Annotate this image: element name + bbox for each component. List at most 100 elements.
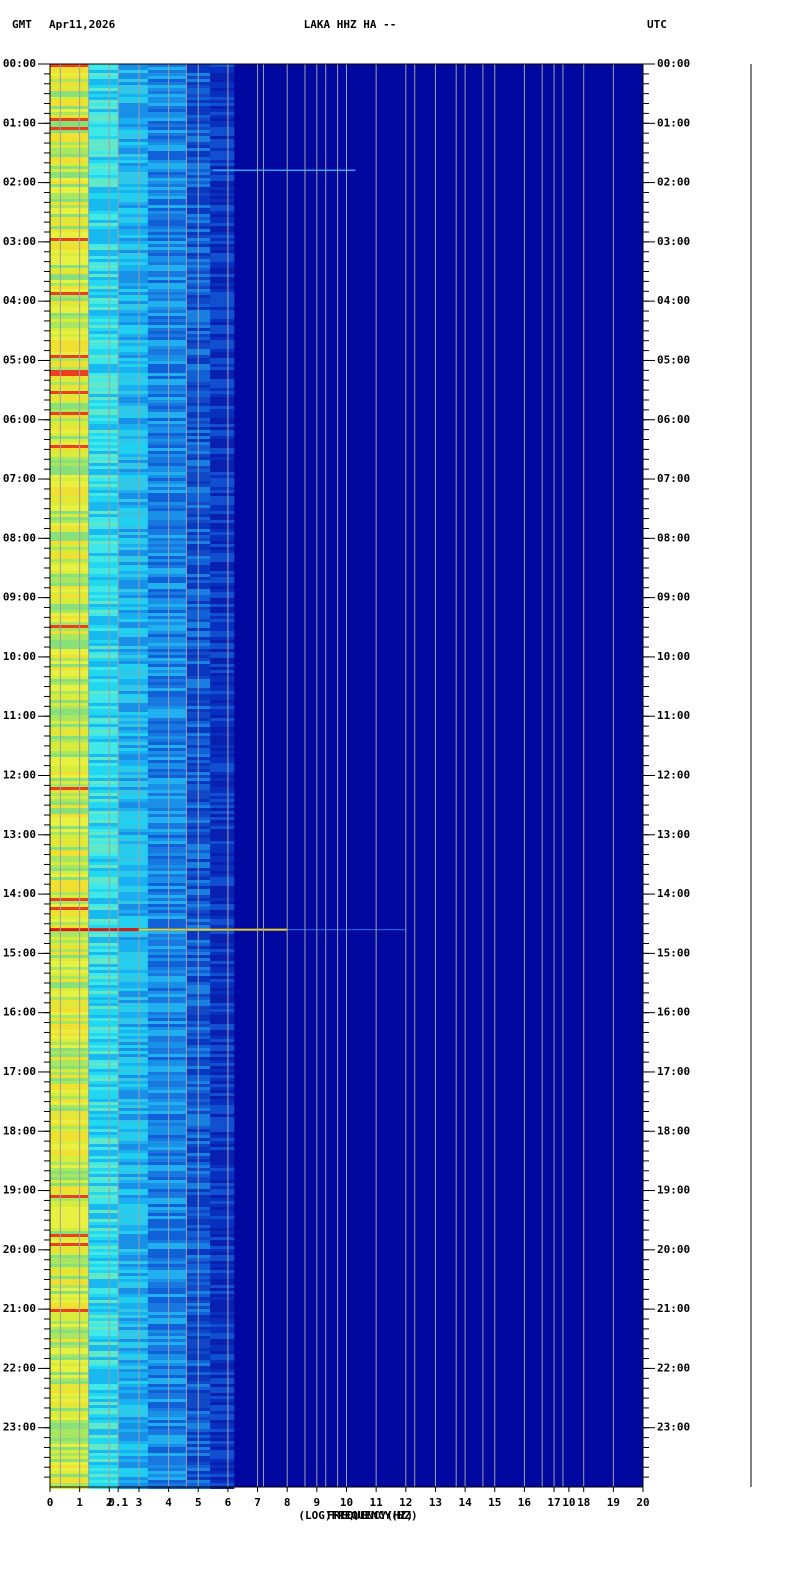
spectrum-cell [88, 1108, 119, 1111]
spectrum-cell [147, 499, 187, 502]
spectrum-cell [147, 979, 187, 982]
spectrum-cell [210, 1012, 235, 1015]
spectrum-cell [50, 115, 90, 118]
spectrum-cell [118, 490, 149, 493]
spectrum-cell [147, 1150, 187, 1153]
spectrum-cell [147, 88, 187, 91]
spectrum-cell [50, 493, 90, 496]
spectrum-cell [50, 85, 90, 88]
spectrum-cell [50, 1219, 90, 1222]
spectrum-cell [118, 973, 149, 976]
spectrum-cell [50, 691, 90, 694]
spectrum-cell [88, 943, 119, 946]
spectrum-cell [147, 1183, 187, 1186]
spectrum-cell [88, 1192, 119, 1195]
spectrum-cell [50, 1171, 90, 1174]
spectrum-cell [88, 223, 119, 226]
spectrum-cell [118, 1369, 149, 1372]
spectrum-cell [118, 895, 149, 898]
spectrum-cell [210, 445, 235, 448]
spectrum-cell [118, 598, 149, 601]
spectrum-cell [50, 490, 90, 493]
spectrum-cell [50, 1186, 90, 1189]
spectrum-cell [88, 79, 119, 82]
spectrum-cell [118, 280, 149, 283]
spectrum-cell [118, 802, 149, 805]
spectrum-cell [147, 526, 187, 529]
spectrum-cell [118, 499, 149, 502]
spectrum-cell [50, 1279, 90, 1282]
spectrum-cell [88, 325, 119, 328]
spectrum-cell [50, 829, 90, 832]
spectrum-cell [50, 532, 90, 535]
spectrum-cell [118, 112, 149, 115]
spectrum-cell [88, 829, 119, 832]
spectrum-cell [88, 385, 119, 388]
y-tick-label: 12:00 [3, 769, 36, 782]
spectrum-cell [147, 1036, 187, 1039]
spectrum-cell [88, 331, 119, 334]
spectrum-cell [88, 1324, 119, 1327]
spectrum-cell [210, 727, 235, 730]
spectrum-cell [147, 766, 187, 769]
spectrum-cell [147, 598, 187, 601]
spectrum-cell [210, 793, 235, 796]
spectrum-cell [210, 571, 235, 574]
spectrum-cell [210, 1237, 235, 1240]
spectrum-cell [88, 1411, 119, 1414]
spectrum-cell [50, 1483, 90, 1486]
spectrum-cell [210, 226, 235, 229]
spectrum-cell [210, 199, 235, 202]
spectrum-cell [88, 700, 119, 703]
spectrum-cell [147, 667, 187, 670]
spectrum-cell [50, 1261, 90, 1264]
spectrum-cell [118, 808, 149, 811]
spectrum-cell [88, 133, 119, 136]
spectrum-cell [88, 184, 119, 187]
spectrum-cell [147, 559, 187, 562]
spectrum-cell [118, 1000, 149, 1003]
log-x-tick-label: 10 [562, 1496, 575, 1509]
spectrum-cell [88, 379, 119, 382]
spectrum-cell [50, 1057, 90, 1060]
spectrum-cell [50, 550, 90, 553]
spectrum-cell [147, 760, 187, 763]
spectrum-cell [88, 673, 119, 676]
spectrum-cell [88, 1189, 119, 1192]
spectrum-cell [147, 514, 187, 517]
spectrum-cell [147, 610, 187, 613]
spectrum-cell [50, 688, 90, 691]
spectrum-cell [210, 187, 235, 190]
spectrum-cell [147, 1141, 187, 1144]
spectrum-cell [88, 343, 119, 346]
spectrum-cell [147, 1006, 187, 1009]
spectrum-cell [118, 859, 149, 862]
spectrum-cell [50, 1003, 90, 1006]
spectrum-cell [50, 907, 90, 910]
spectrum-cell [50, 877, 90, 880]
spectrum-cell [210, 1081, 235, 1084]
spectrum-cell [50, 823, 90, 826]
spectrum-cell [147, 1243, 187, 1246]
spectrum-cell [50, 1468, 90, 1471]
spectrum-cell [50, 1156, 90, 1159]
spectrum-cell [210, 529, 235, 532]
spectrum-cell [88, 1102, 119, 1105]
spectrum-cell [147, 1441, 187, 1444]
spectrum-cell [50, 1309, 90, 1312]
spectrum-cell [50, 289, 90, 292]
spectrum-cell [50, 1315, 90, 1318]
spectrum-cell [210, 826, 235, 829]
spectrum-cell [118, 631, 149, 634]
spectrum-cell [50, 1018, 90, 1021]
spectrum-cell [50, 112, 90, 115]
spectrum-cell [118, 622, 149, 625]
y-tick-label: 00:00 [3, 57, 36, 70]
spectrum-cell [147, 616, 187, 619]
spectrum-cell [88, 865, 119, 868]
spectrum-cell [210, 931, 235, 934]
spectrum-cell [147, 847, 187, 850]
spectrum-cell [147, 1054, 187, 1057]
spectrum-cell [50, 1108, 90, 1111]
spectrum-cell [210, 499, 235, 502]
